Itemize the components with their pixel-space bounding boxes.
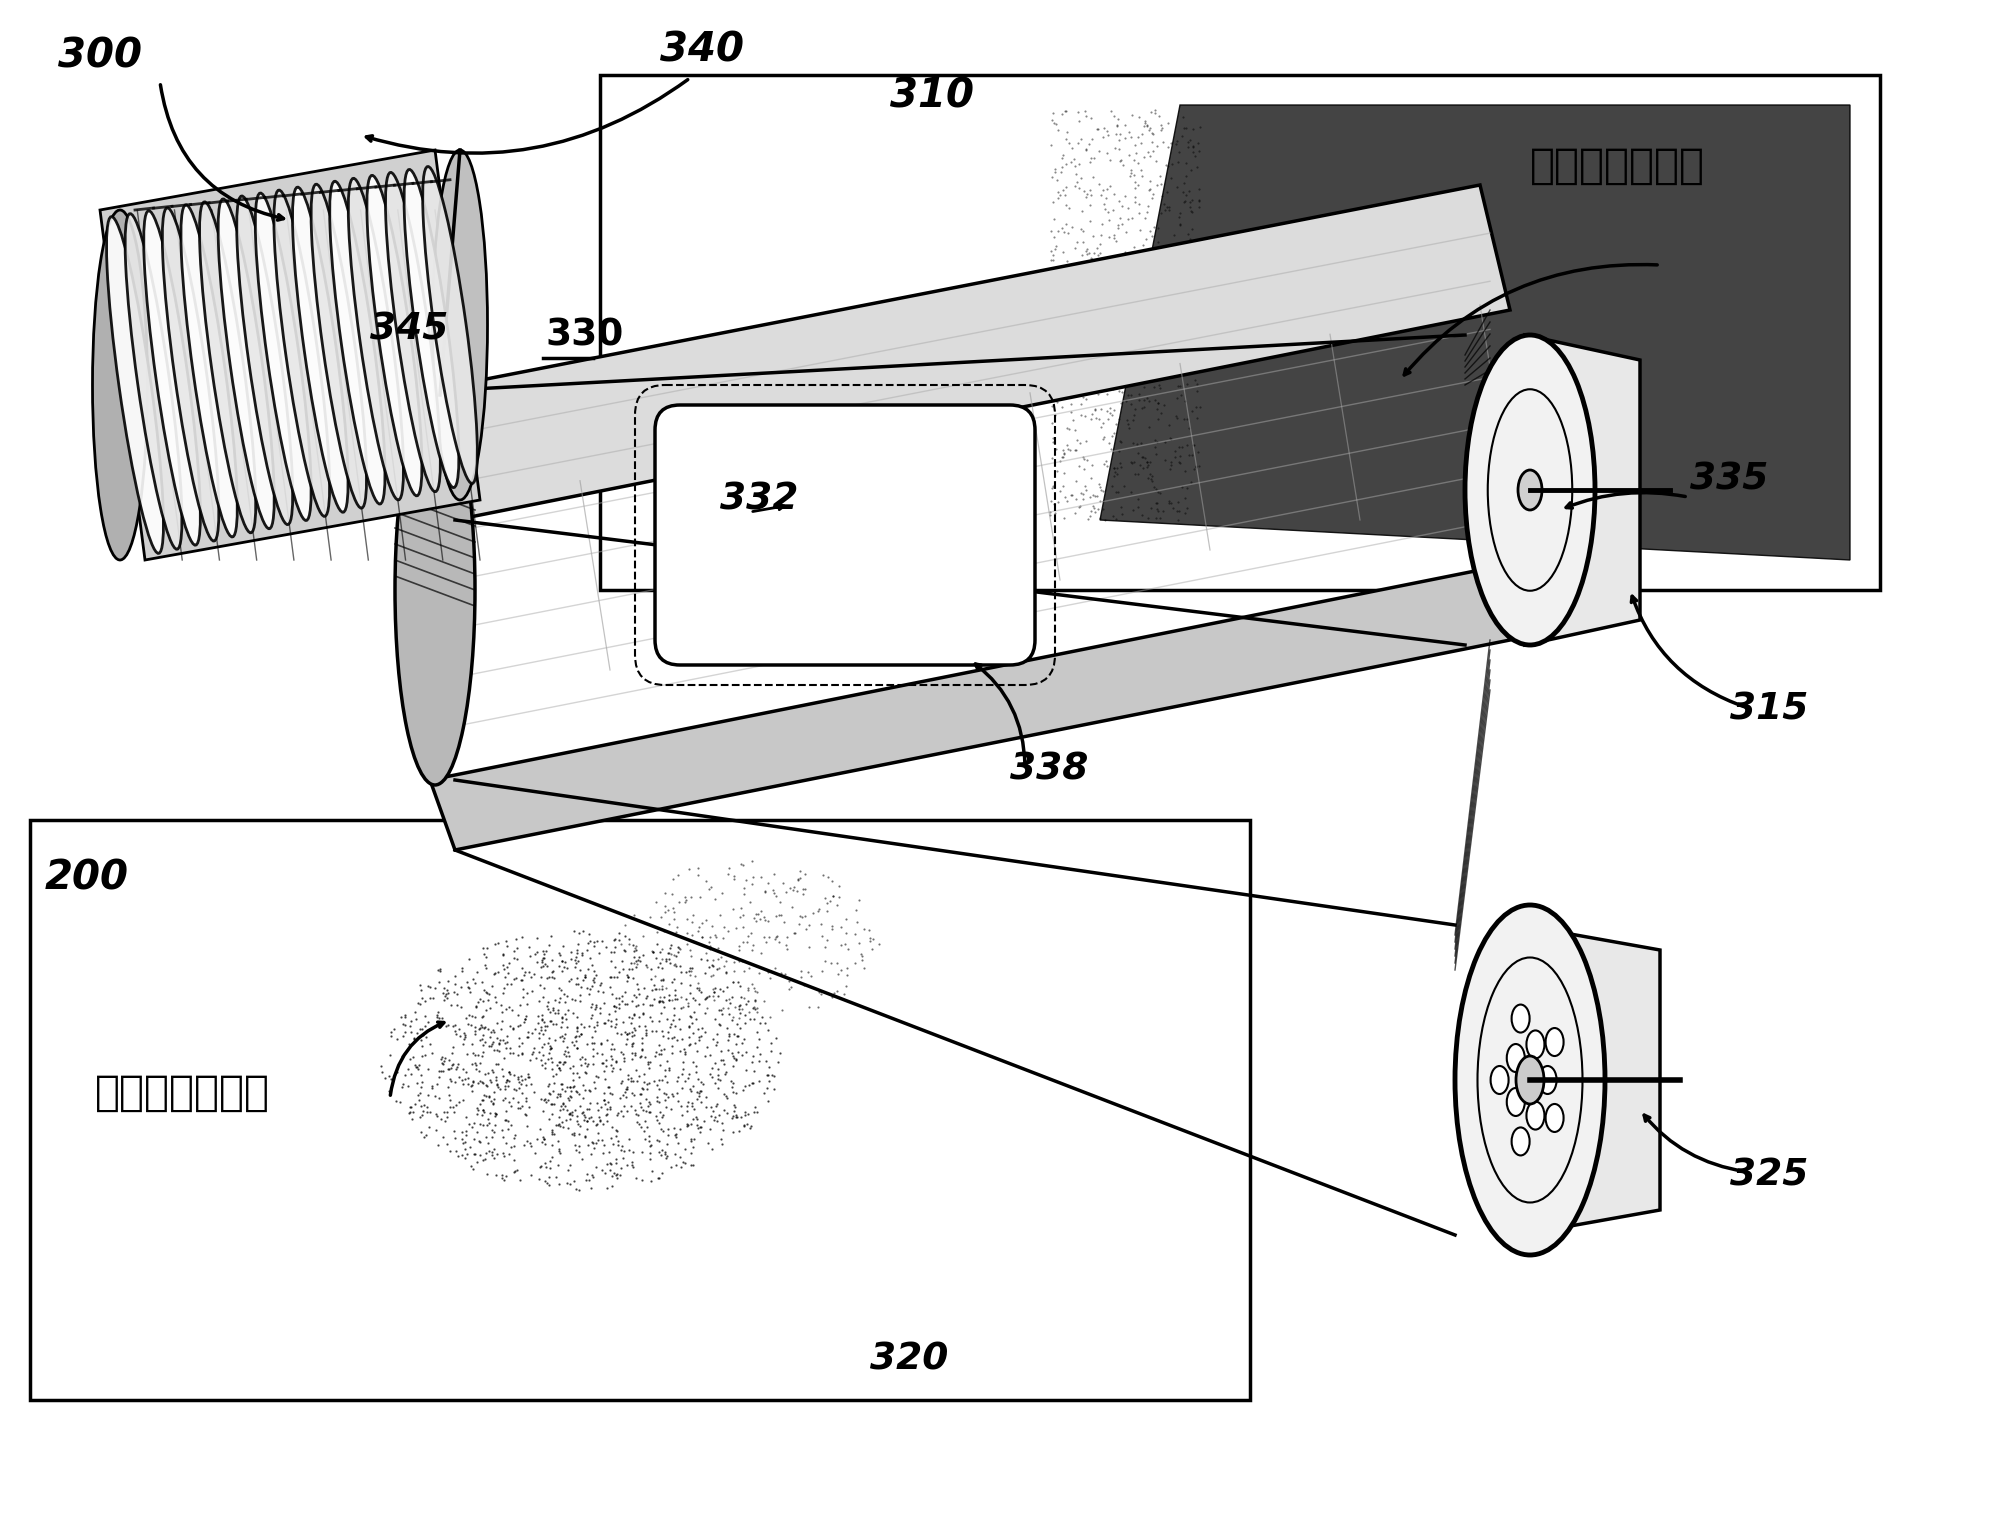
Polygon shape — [599, 75, 1880, 590]
Text: 310: 310 — [891, 78, 973, 117]
Ellipse shape — [1546, 1028, 1565, 1056]
Ellipse shape — [1538, 1066, 1557, 1094]
Ellipse shape — [1506, 1088, 1524, 1116]
Polygon shape — [1524, 335, 1641, 645]
Text: 未蛆合的调色剂: 未蛆合的调色剂 — [95, 1072, 269, 1113]
Ellipse shape — [432, 151, 487, 500]
Ellipse shape — [366, 175, 422, 496]
Ellipse shape — [1526, 1030, 1544, 1059]
Ellipse shape — [312, 184, 366, 508]
Ellipse shape — [217, 199, 273, 529]
Polygon shape — [1520, 925, 1659, 1235]
Ellipse shape — [394, 395, 475, 785]
Ellipse shape — [1518, 470, 1542, 510]
Ellipse shape — [422, 166, 477, 484]
Text: 332: 332 — [720, 482, 798, 519]
Text: 340: 340 — [660, 30, 744, 71]
Ellipse shape — [255, 193, 312, 520]
Ellipse shape — [273, 190, 330, 516]
Ellipse shape — [107, 216, 163, 554]
Text: 315: 315 — [1729, 692, 1808, 729]
Ellipse shape — [1516, 1056, 1544, 1104]
Ellipse shape — [386, 172, 440, 491]
Ellipse shape — [1546, 1104, 1565, 1132]
Ellipse shape — [404, 169, 459, 488]
Ellipse shape — [93, 210, 147, 560]
Text: 200: 200 — [44, 859, 129, 899]
Ellipse shape — [1512, 1127, 1530, 1156]
Ellipse shape — [1506, 1043, 1524, 1072]
Ellipse shape — [1464, 335, 1595, 645]
Text: 338: 338 — [1010, 751, 1088, 788]
Ellipse shape — [199, 202, 255, 532]
Ellipse shape — [1526, 1101, 1544, 1130]
Ellipse shape — [181, 205, 237, 537]
Text: 300: 300 — [58, 37, 143, 78]
Ellipse shape — [292, 187, 348, 513]
Ellipse shape — [125, 213, 181, 549]
Text: 已蛆合的调色剂: 已蛆合的调色剂 — [1530, 144, 1705, 187]
Text: 320: 320 — [871, 1342, 949, 1378]
Text: 345: 345 — [370, 312, 448, 348]
Ellipse shape — [1456, 905, 1605, 1255]
Ellipse shape — [348, 178, 404, 500]
Polygon shape — [30, 820, 1251, 1399]
Ellipse shape — [163, 208, 219, 541]
Ellipse shape — [237, 196, 294, 525]
Polygon shape — [430, 570, 1510, 850]
Text: 330: 330 — [545, 316, 623, 353]
Text: 335: 335 — [1689, 462, 1768, 497]
FancyBboxPatch shape — [656, 405, 1036, 665]
Ellipse shape — [1512, 1004, 1530, 1033]
Polygon shape — [101, 151, 481, 560]
Ellipse shape — [330, 181, 384, 503]
Ellipse shape — [143, 211, 201, 545]
Text: 325: 325 — [1729, 1157, 1808, 1192]
Polygon shape — [430, 186, 1510, 520]
Ellipse shape — [1490, 1066, 1508, 1094]
Polygon shape — [1100, 105, 1850, 560]
